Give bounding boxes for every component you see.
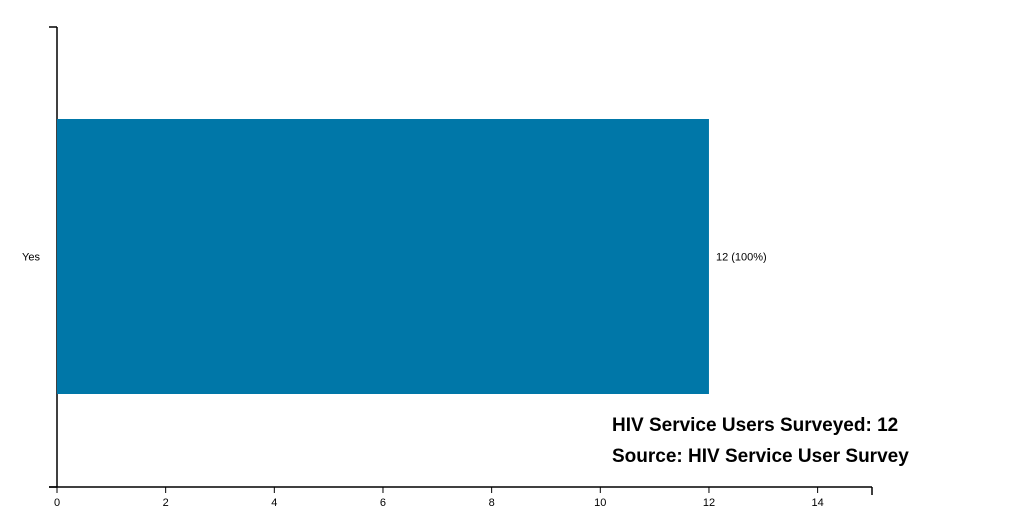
x-tick-label: 2 bbox=[163, 497, 169, 509]
bars bbox=[57, 119, 709, 394]
x-tick-label: 6 bbox=[380, 497, 386, 509]
labels: 0 2 4 6 8 10 12 14 Yes 12 (100%) bbox=[22, 252, 824, 510]
category-label: Yes bbox=[22, 252, 40, 264]
bar-data-label: 12 (100%) bbox=[716, 252, 767, 264]
x-tick-label: 8 bbox=[489, 497, 495, 509]
x-tick-label: 0 bbox=[54, 497, 60, 509]
annotations: HIV Service Users Surveyed: 12 Source: H… bbox=[612, 415, 909, 467]
x-tick-label: 10 bbox=[594, 497, 606, 509]
x-tick-label: 14 bbox=[811, 497, 823, 509]
annotation-users-surveyed: HIV Service Users Surveyed: 12 bbox=[612, 415, 898, 436]
x-tick-label: 4 bbox=[271, 497, 277, 509]
x-tick-label: 12 bbox=[703, 497, 715, 509]
annotation-source: Source: HIV Service User Survey bbox=[612, 446, 909, 467]
bar bbox=[57, 119, 709, 394]
